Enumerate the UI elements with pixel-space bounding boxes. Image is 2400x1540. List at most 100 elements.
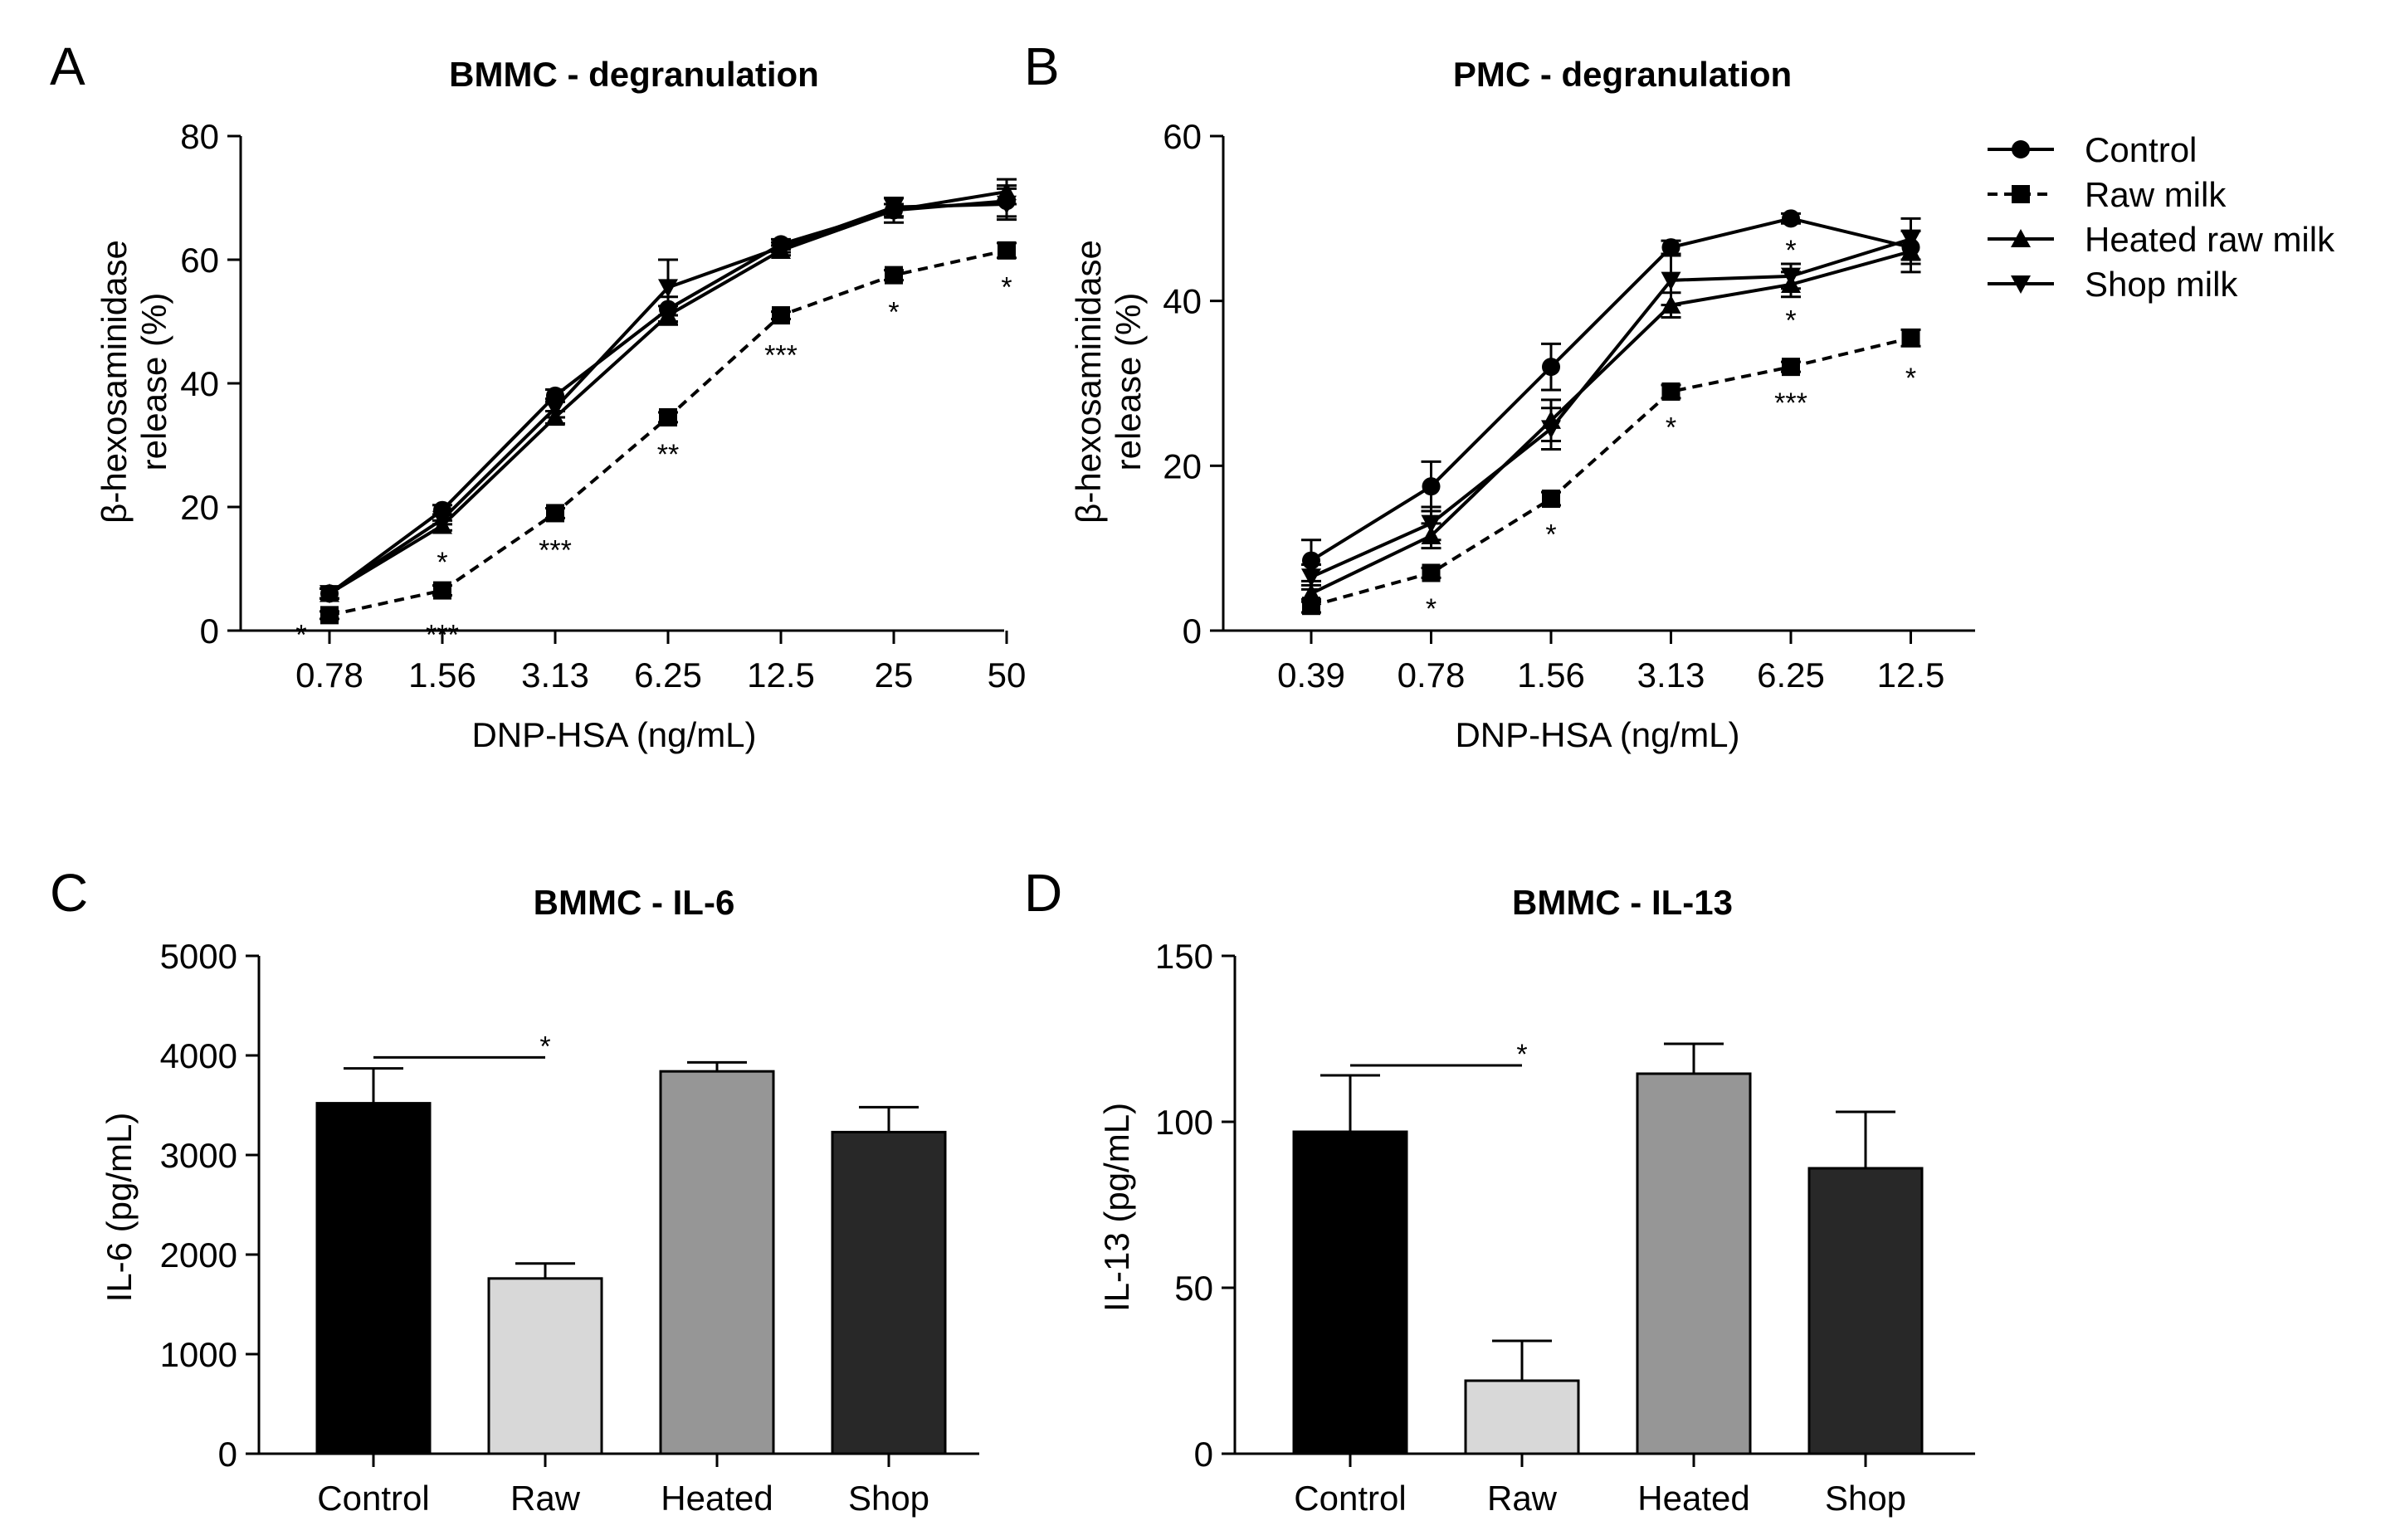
panel-letter-a: A	[50, 37, 85, 96]
chart-c: 0 1000 2000 3000 4000 5000 Control Raw Heated Sho…	[160, 937, 979, 1518]
chart-a-x-tick-label: 1.56	[408, 655, 476, 694]
chart-b-y-label-line1: β-hexosaminidase	[1069, 240, 1108, 524]
chart-a-significance-label: *	[437, 547, 447, 578]
chart-a-significance-label: *	[295, 619, 306, 651]
chart-c-bar-control	[315, 1102, 432, 1455]
chart-a-series-shop-milk-point	[997, 195, 1017, 214]
chart-b-significance-label: *	[1785, 235, 1796, 266]
chart-b-series-raw-milk-point	[1422, 563, 1441, 582]
chart-b-series-control-line	[1310, 217, 1911, 563]
chart-c-y-tick-label: 5000	[160, 937, 237, 976]
legend-item-control: Control	[1988, 130, 2197, 169]
chart-a-y-tick-label: 40	[180, 364, 219, 403]
chart-a-series-raw-milk-point	[320, 606, 339, 625]
chart-c-x-tick-label: Heated	[661, 1479, 773, 1518]
chart-c-y-label: IL-6 (pg/mL)	[100, 1113, 139, 1303]
legend-marker-control	[2012, 140, 2030, 158]
chart-b-series-raw-milk-point	[1782, 358, 1800, 377]
legend-item-shop-milk: Shop milk	[1988, 265, 2238, 304]
chart-a-series-shop-milk-point	[320, 585, 339, 604]
chart-b-x-tick-label: 6.25	[1757, 655, 1825, 694]
chart-a-x-tick-label: 50	[988, 655, 1027, 694]
chart-d-y-tick-label: 0	[1194, 1435, 1213, 1474]
chart-d-significance-label: *	[1516, 1039, 1527, 1070]
chart-b-series-shop-milk-point	[1781, 267, 1801, 286]
legend: Control Raw milk Heated raw milk Shop mi…	[1988, 130, 2335, 304]
chart-a-x-tick-label: 0.78	[295, 655, 363, 694]
chart-b-significance-label: *	[1666, 412, 1676, 444]
chart-a-y-tick-label: 80	[180, 117, 219, 156]
chart-c-bar-raw	[487, 1277, 603, 1455]
chart-a-series-raw-milk-point	[772, 306, 790, 325]
chart-b-series-shop-milk-point	[1661, 271, 1681, 290]
chart-c-x-tick-label: Raw	[510, 1479, 581, 1518]
chart-d-x-tick-label: Control	[1294, 1479, 1406, 1518]
chart-a-significance-label: ***	[539, 534, 572, 566]
chart-b-series-raw-milk-point	[1542, 490, 1560, 509]
chart-a-series-raw-milk-point	[998, 241, 1016, 260]
chart-a-significance-label: *	[888, 297, 899, 329]
chart-c-x-tick-label: Shop	[848, 1479, 929, 1518]
chart-b-series-shop-milk-point	[1900, 230, 1921, 250]
legend-label-control: Control	[2085, 130, 2197, 169]
legend-marker-raw-milk	[2012, 185, 2030, 203]
chart-b-y-tick-label: 0	[1183, 612, 1202, 651]
chart-c-x-tick-label: Control	[317, 1479, 429, 1518]
chart-a-x-label: DNP-HSA (ng/mL)	[471, 715, 756, 754]
chart-b-title: PMC - degranulation	[1453, 55, 1792, 94]
chart-b-significance-label: *	[1426, 593, 1437, 625]
chart-b-series-control-point	[1782, 209, 1800, 228]
panel-letter-b: B	[1024, 37, 1060, 96]
chart-c-y-tick-label: 0	[218, 1435, 237, 1474]
chart-b-series-control-point	[1422, 477, 1441, 496]
chart-c-bar-heated	[659, 1070, 775, 1455]
chart-b-y-tick-label: 60	[1163, 117, 1202, 156]
chart-d-x-tick-label: Heated	[1637, 1479, 1749, 1518]
chart-a-series-shop-milk-point	[771, 238, 791, 258]
chart-b-series-shop-milk-point	[1421, 514, 1441, 534]
chart-b-x-tick-label: 0.39	[1277, 655, 1345, 694]
chart-d-y-tick-label: 100	[1155, 1103, 1213, 1142]
chart-b-series-shop-milk-point	[1541, 420, 1561, 439]
chart-d-y-tick-label: 50	[1174, 1269, 1213, 1308]
chart-a-y-tick-label: 0	[200, 612, 219, 651]
chart-a-y-label-line1: β-hexosaminidase	[95, 240, 134, 524]
legend-marker-shop-milk	[2011, 275, 2031, 294]
chart-d-title: BMMC - IL-13	[1512, 883, 1733, 922]
panel-letter-d: D	[1024, 863, 1062, 923]
chart-c-significance-label: *	[539, 1031, 550, 1062]
chart-b-y-label-line2: release (%)	[1109, 293, 1148, 471]
chart-d-x-tick-label: Shop	[1825, 1479, 1906, 1518]
chart-d-y-tick-label: 150	[1155, 937, 1213, 976]
legend-label-raw-milk: Raw milk	[2085, 175, 2227, 214]
chart-a-title: BMMC - degranulation	[449, 55, 819, 94]
chart-a-series-raw-milk-point	[433, 581, 451, 600]
chart-b-y-tick-label: 40	[1163, 282, 1202, 321]
chart-b-significance-label: *	[1905, 363, 1916, 394]
chart-b-series-raw-milk-point	[1901, 329, 1920, 348]
chart-d-y-label: IL-13 (pg/mL)	[1097, 1103, 1136, 1312]
chart-d-bar-heated	[1636, 1072, 1752, 1455]
legend-item-heated-raw-milk: Heated raw milk	[1988, 220, 2335, 259]
chart-a-x-tick-label: 6.25	[634, 655, 702, 694]
chart-c-y-tick-label: 3000	[160, 1136, 237, 1175]
chart-a-x-tick-label: 3.13	[521, 655, 589, 694]
chart-a-series-shop-milk-point	[432, 510, 452, 529]
chart-a-series-shop-milk-point	[545, 399, 565, 418]
chart-b-x-label: DNP-HSA (ng/mL)	[1455, 715, 1739, 754]
chart-b-series-heated-raw-milk-line	[1310, 250, 1912, 596]
chart-b-series-raw-milk-line	[1310, 336, 1911, 608]
chart-d-bar-raw	[1464, 1379, 1580, 1455]
chart-d-x-tick-label: Raw	[1487, 1479, 1558, 1518]
chart-b-series-shop-milk-point	[1301, 568, 1321, 587]
chart-b-x-tick-label: 12.5	[1877, 655, 1945, 694]
chart-b-significance-label: *	[1545, 519, 1556, 551]
chart-b-x-tick-label: 1.56	[1517, 655, 1585, 694]
legend-label-heated-raw-milk: Heated raw milk	[2085, 220, 2335, 259]
chart-b-series-control-point	[1542, 358, 1560, 377]
chart-a-significance-label: *	[1001, 272, 1012, 304]
chart-a-significance-label: ***	[426, 619, 459, 651]
chart-a-series-shop-milk-point	[658, 279, 678, 298]
